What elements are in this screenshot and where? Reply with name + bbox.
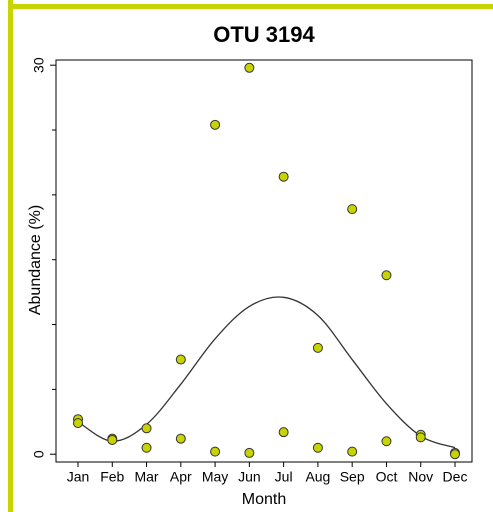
point (278, 427, 289, 438)
x-tick-label: Dec (443, 469, 468, 485)
x-tick-label: Nov (408, 469, 433, 485)
point (347, 204, 358, 215)
point (244, 62, 255, 73)
x-tick-label: Apr (170, 469, 192, 485)
x-tick-label: Jan (67, 469, 90, 485)
point (381, 436, 392, 447)
frame-top (8, 4, 493, 9)
point (141, 423, 152, 434)
x-tick-label: Jun (238, 469, 261, 485)
point (450, 449, 460, 460)
point (175, 354, 186, 365)
point (175, 433, 186, 444)
point (73, 418, 83, 429)
x-tick-label: May (202, 469, 228, 485)
y-tick-label: 0 (31, 450, 47, 458)
y-axis-label: Abundance (%) (27, 205, 44, 315)
point (107, 434, 118, 445)
x-axis-label: Month (242, 491, 286, 508)
point (210, 119, 221, 130)
point (312, 342, 323, 353)
x-tick-label: Oct (376, 469, 398, 485)
x-tick-label: Aug (305, 469, 330, 485)
plot-frame (55, 59, 473, 463)
chart-title: OTU 3194 (213, 22, 315, 47)
point (347, 446, 358, 457)
x-tick-label: Mar (134, 469, 158, 485)
point (141, 442, 152, 453)
frame-left (8, 0, 13, 512)
x-tick-label: Sep (340, 469, 365, 485)
y-tick-label: 30 (31, 57, 47, 73)
point (312, 442, 323, 453)
point (278, 171, 289, 182)
x-tick-label: Jul (275, 469, 293, 485)
x-tick-label: Feb (100, 469, 124, 485)
point (381, 270, 392, 281)
point (210, 446, 221, 457)
point (244, 447, 255, 458)
point (415, 432, 426, 443)
